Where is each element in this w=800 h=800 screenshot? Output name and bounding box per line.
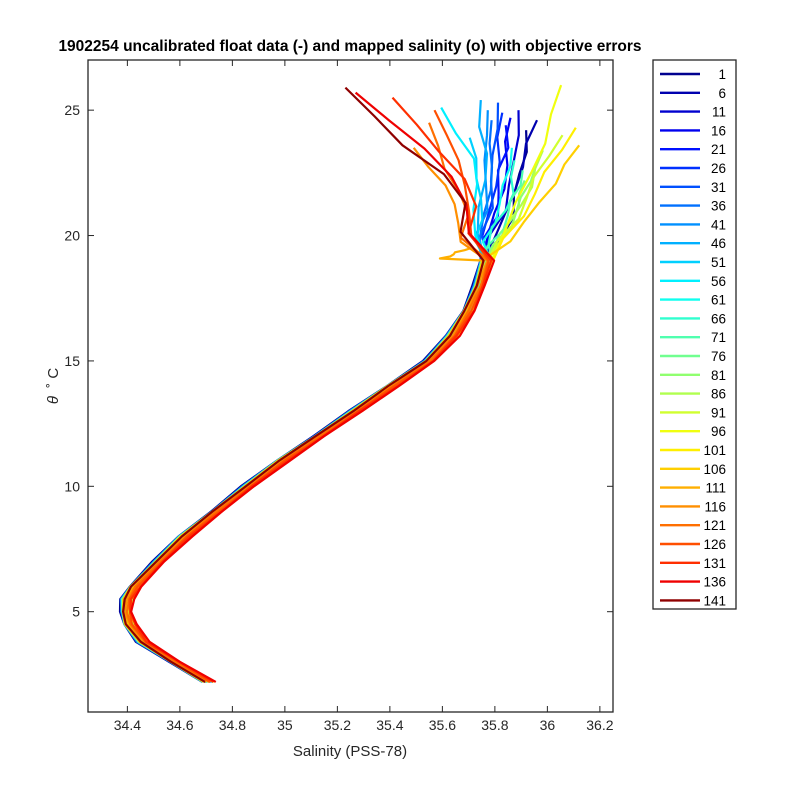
x-axis: 34.4 34.6 34.8 35 35.2 35.4 35.6 35.8 36 36.2: [114, 60, 614, 733]
legend-label-26: 26: [711, 161, 726, 176]
legend-label-121: 121: [703, 518, 726, 533]
legend-label-36: 36: [711, 199, 726, 214]
x-tick-label: 36.2: [586, 717, 613, 733]
svg-text:θ ˚ C: θ ˚ C: [45, 368, 62, 404]
legend-label-21: 21: [711, 142, 726, 157]
legend-label-91: 91: [711, 405, 726, 420]
legend: 1611162126313641465156616671768186919610…: [660, 67, 726, 608]
y-tick-label: 20: [64, 228, 80, 244]
legend-label-116: 116: [704, 499, 726, 514]
plot-frame: [87, 59, 614, 713]
legend-label-86: 86: [711, 387, 726, 402]
legend-label-66: 66: [711, 311, 726, 326]
legend-label-96: 96: [711, 424, 726, 439]
y-axis-label-unit: ˚ C: [45, 368, 62, 388]
x-axis-label: Salinity (PSS-78): [293, 743, 407, 760]
legend-label-51: 51: [711, 255, 726, 270]
legend-label-71: 71: [711, 330, 726, 345]
x-tick-label: 35.8: [481, 717, 508, 733]
legend-label-136: 136: [703, 575, 726, 590]
legend-label-46: 46: [711, 236, 726, 251]
y-axis-label: θ ˚ C: [45, 368, 62, 404]
x-tick-label: 35.2: [324, 717, 351, 733]
y-axis-label-symbol: θ: [45, 396, 62, 404]
x-tick-label: 35: [277, 717, 293, 733]
legend-label-101: 101: [703, 443, 726, 458]
series-lines: [118, 84, 581, 683]
y-tick-label: 25: [64, 102, 80, 118]
legend-box: [652, 59, 737, 610]
legend-label-1: 1: [718, 67, 726, 82]
y-tick-label: 15: [64, 353, 80, 369]
legend-label-76: 76: [711, 349, 726, 364]
x-tick-label: 35.6: [429, 717, 456, 733]
chart-title: 1902254 uncalibrated float data (-) and …: [58, 38, 641, 55]
legend-label-41: 41: [711, 217, 726, 232]
x-tick-label: 34.8: [219, 717, 246, 733]
legend-label-11: 11: [712, 105, 726, 120]
legend-label-106: 106: [703, 462, 726, 477]
legend-label-126: 126: [703, 537, 726, 552]
plot-area: [88, 60, 613, 712]
y-axis: 5 10 15 20 25: [64, 102, 613, 620]
legend-label-6: 6: [718, 86, 726, 101]
series-line-141: [122, 86, 485, 683]
x-tick-label: 34.6: [166, 717, 193, 733]
y-tick-label: 10: [64, 478, 80, 494]
legend-label-131: 131: [703, 556, 726, 571]
x-tick-label: 35.4: [376, 717, 403, 733]
series-line-136: [130, 91, 496, 683]
x-tick-label: 36: [540, 717, 556, 733]
legend-label-31: 31: [711, 180, 726, 195]
legend-label-111: 111: [705, 481, 726, 496]
y-tick-label: 5: [72, 604, 80, 620]
legend-label-61: 61: [711, 293, 726, 308]
x-tick-label: 34.4: [114, 717, 141, 733]
legend-label-16: 16: [711, 123, 726, 138]
legend-label-141: 141: [703, 593, 726, 608]
legend-label-81: 81: [711, 368, 726, 383]
legend-label-56: 56: [711, 274, 726, 289]
